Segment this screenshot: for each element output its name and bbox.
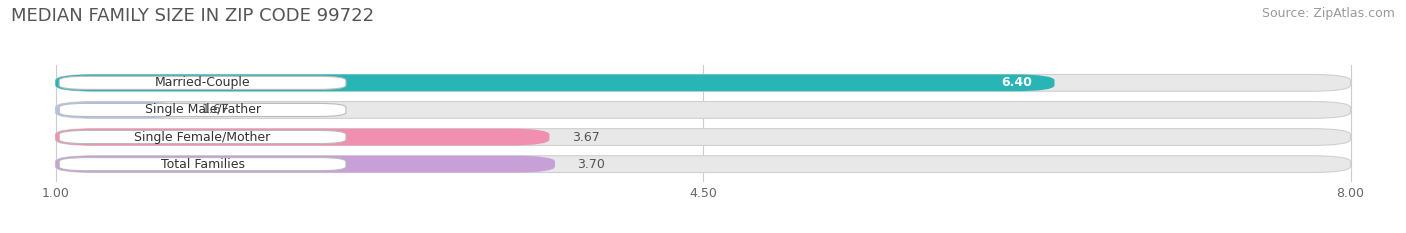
FancyBboxPatch shape xyxy=(55,156,555,172)
FancyBboxPatch shape xyxy=(55,75,1054,91)
FancyBboxPatch shape xyxy=(55,129,550,145)
FancyBboxPatch shape xyxy=(55,129,1351,145)
Text: MEDIAN FAMILY SIZE IN ZIP CODE 99722: MEDIAN FAMILY SIZE IN ZIP CODE 99722 xyxy=(11,7,374,25)
FancyBboxPatch shape xyxy=(55,156,1351,172)
FancyBboxPatch shape xyxy=(59,130,346,144)
FancyBboxPatch shape xyxy=(55,102,180,118)
Text: Total Families: Total Families xyxy=(160,158,245,171)
Text: Single Male/Father: Single Male/Father xyxy=(145,103,260,116)
Text: 1.67: 1.67 xyxy=(201,103,229,116)
FancyBboxPatch shape xyxy=(59,103,346,116)
Text: 3.67: 3.67 xyxy=(572,130,599,144)
Text: Source: ZipAtlas.com: Source: ZipAtlas.com xyxy=(1261,7,1395,20)
Text: 3.70: 3.70 xyxy=(578,158,605,171)
FancyBboxPatch shape xyxy=(55,75,1351,91)
Text: Single Female/Mother: Single Female/Mother xyxy=(135,130,271,144)
FancyBboxPatch shape xyxy=(59,158,346,171)
Text: Married-Couple: Married-Couple xyxy=(155,76,250,89)
FancyBboxPatch shape xyxy=(59,76,346,89)
FancyBboxPatch shape xyxy=(55,102,1351,118)
Text: 6.40: 6.40 xyxy=(1001,76,1032,89)
